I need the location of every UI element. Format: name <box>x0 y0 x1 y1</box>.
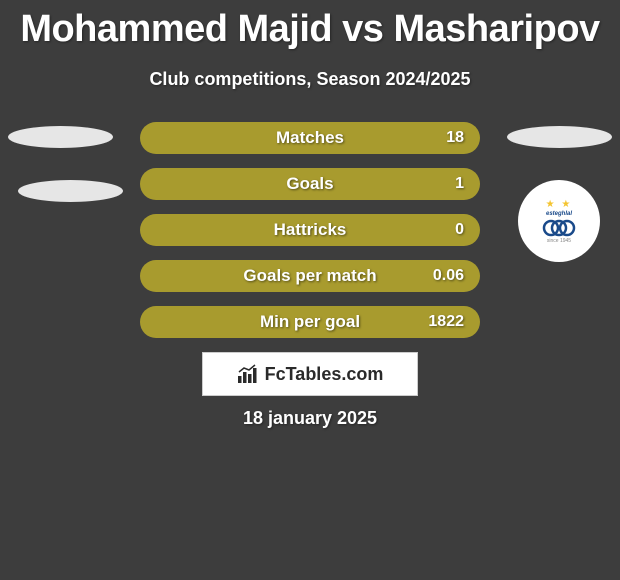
source-logo: FcTables.com <box>202 352 418 396</box>
stat-bars: Matches 18 Goals 1 Hattricks 0 Goals per… <box>140 122 480 352</box>
club-badge-year: since 1945 <box>547 238 571 244</box>
page-title: Mohammed Majid vs Masharipov <box>0 0 620 51</box>
stat-bar-value: 0 <box>455 221 464 239</box>
stat-bar: Hattricks 0 <box>140 214 480 246</box>
stat-bar-value: 1 <box>455 175 464 193</box>
player-left-placeholder-1 <box>8 126 113 148</box>
stat-bar-value: 18 <box>446 129 464 147</box>
player-right-placeholder <box>507 126 612 148</box>
club-badge: ★ ★ esteghlal since 1945 <box>518 180 600 262</box>
player-left-placeholder-2 <box>18 180 123 202</box>
stat-bar-label: Hattricks <box>274 220 347 240</box>
page-subtitle: Club competitions, Season 2024/2025 <box>0 69 620 90</box>
stat-bar: Matches 18 <box>140 122 480 154</box>
stat-bar: Goals per match 0.06 <box>140 260 480 292</box>
source-logo-text: FcTables.com <box>265 364 384 385</box>
stat-bar-label: Goals per match <box>243 266 376 286</box>
club-badge-rings-icon <box>542 219 576 237</box>
stat-bar: Min per goal 1822 <box>140 306 480 338</box>
club-badge-stars: ★ ★ <box>546 199 573 210</box>
stat-bar-value: 0.06 <box>433 267 464 285</box>
stat-bar-value: 1822 <box>428 313 464 331</box>
footer-date: 18 january 2025 <box>0 408 620 429</box>
chart-icon <box>237 364 259 384</box>
club-badge-name: esteghlal <box>546 211 572 217</box>
stat-bar-label: Goals <box>286 174 333 194</box>
stat-bar-label: Matches <box>276 128 344 148</box>
stat-bar-label: Min per goal <box>260 312 360 332</box>
stat-bar: Goals 1 <box>140 168 480 200</box>
